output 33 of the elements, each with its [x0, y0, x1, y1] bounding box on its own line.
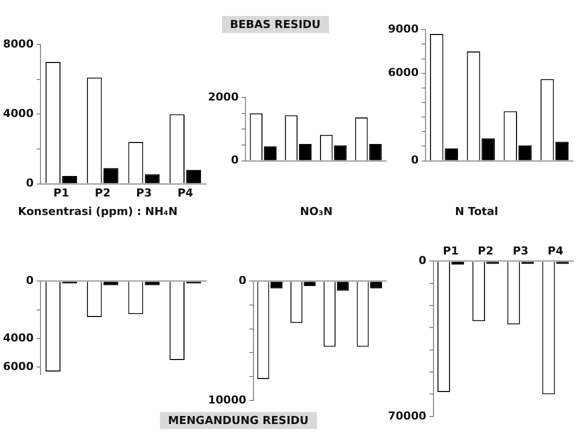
- y-tick-label: 4000: [2, 107, 34, 120]
- y-tick-label: 9000: [388, 22, 419, 36]
- x-tick-label: P2: [478, 244, 494, 258]
- y-tick-label: 0: [238, 274, 247, 288]
- y-tick-label: 0: [26, 176, 34, 190]
- y-tick-label: 0: [410, 154, 419, 167]
- x-tick-label: P4: [177, 186, 194, 200]
- bar: [62, 176, 77, 184]
- bar: [482, 138, 495, 160]
- x-tick-label: P4: [548, 244, 564, 258]
- x-tick-label: P1: [53, 186, 70, 200]
- bar: [370, 282, 382, 288]
- y-tick-label: 2000: [208, 90, 239, 104]
- text: MENGANDUNG RESIDU: [160, 412, 317, 429]
- x-tick-label: P1: [442, 244, 459, 258]
- y-tick-label: 10000: [208, 393, 247, 406]
- x-tick-label: P3: [136, 186, 152, 200]
- text: BEBAS RESIDU: [222, 16, 329, 33]
- y-tick-label: 0: [230, 154, 239, 167]
- y-tick-label: 0: [418, 254, 427, 268]
- y-tick-label: 8000: [2, 37, 34, 50]
- x-axis-title: Konsentrasi (ppm) : NH₄N: [18, 205, 178, 218]
- y-tick-label: 4000: [2, 331, 34, 344]
- x-axis-title: N Total: [455, 205, 498, 218]
- x-tick-label: P2: [94, 186, 110, 200]
- y-tick-label: 70000: [388, 409, 427, 422]
- y-tick-label: 0: [26, 274, 34, 288]
- x-axis-title: NO₃N: [300, 205, 333, 218]
- x-tick-label: P3: [512, 244, 528, 258]
- bar: [270, 282, 282, 288]
- bar: [304, 282, 316, 286]
- y-tick-label: 6000: [2, 360, 34, 374]
- y-tick-label: 6000: [388, 66, 419, 80]
